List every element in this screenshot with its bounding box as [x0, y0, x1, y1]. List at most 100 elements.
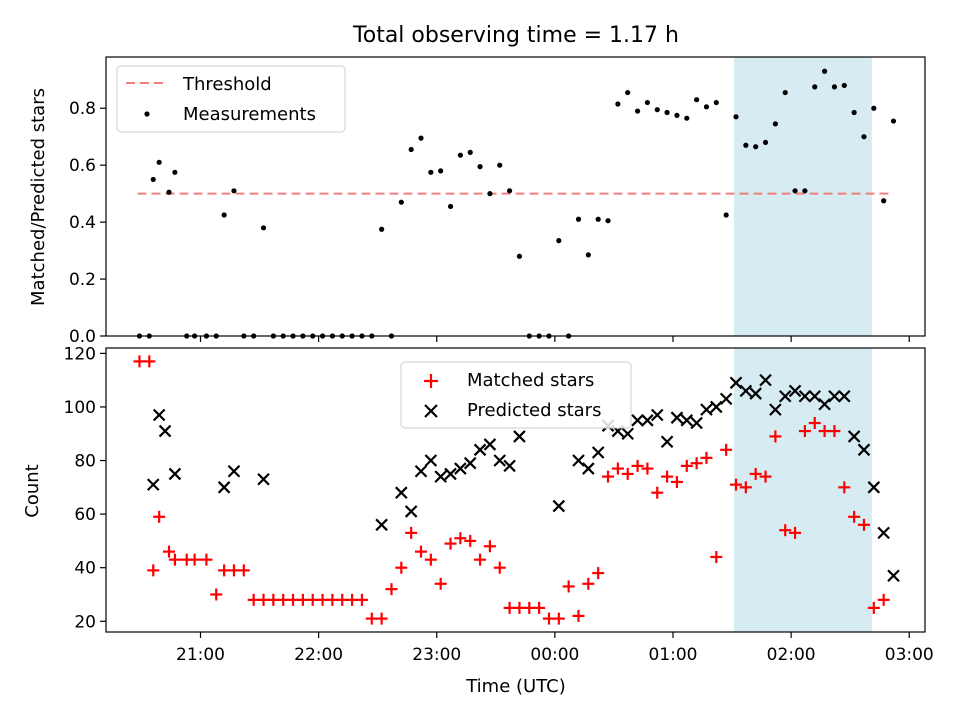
legend-predicted-label: Predicted stars: [467, 400, 601, 421]
predicted-star-point: [808, 389, 822, 403]
matched-star-point: [631, 459, 644, 472]
measurement-point: [595, 216, 601, 222]
predicted-star-point: [670, 411, 684, 424]
matched-star-point: [661, 470, 674, 483]
predicted-star-point: [788, 384, 802, 398]
measurement-point: [762, 139, 769, 146]
predicted-star-point: [739, 384, 753, 398]
predicted-star-point: [828, 389, 841, 403]
measurement-point: [694, 97, 700, 103]
matched-star-point: [641, 462, 654, 475]
predicted-star-point: [710, 400, 723, 414]
top-plot-frame: [105, 56, 926, 337]
measurement-point: [457, 152, 463, 158]
predicted-star-point: [375, 518, 388, 532]
matched-star-point: [867, 601, 880, 614]
predicted-star-point: [168, 467, 182, 481]
measurement-point: [556, 238, 562, 244]
matched-star-point: [552, 612, 565, 625]
matched-star-point: [533, 601, 546, 614]
measurement-point: [172, 169, 178, 175]
predicted-star-point: [719, 392, 733, 406]
predicted-star-point: [769, 403, 782, 416]
matched-star-point: [424, 553, 437, 566]
matched-star-point: [828, 425, 841, 438]
predicted-star-point: [483, 438, 497, 451]
matched-star-point: [611, 462, 624, 475]
measurement-point: [166, 189, 172, 195]
measurement-point: [674, 112, 680, 118]
measurement-point: [418, 135, 424, 141]
measurement-point: [487, 191, 493, 197]
predicted-star-point: [444, 467, 457, 481]
predicted-star-point: [631, 414, 644, 427]
predicted-star-point: [513, 430, 526, 443]
legend-predicted-swatch: [424, 404, 438, 418]
matched-star-point: [680, 459, 693, 472]
predicted-star-point: [582, 462, 595, 475]
matched-star-point: [798, 425, 811, 438]
top-highlight-span: [734, 57, 872, 336]
bottom-plot-frame: [105, 347, 926, 633]
measurement-point: [723, 212, 729, 218]
measurement-point: [467, 149, 473, 155]
bottom-y-tick-label: 20: [74, 612, 96, 632]
matched-star-point: [153, 510, 166, 523]
measurement-point: [733, 114, 739, 120]
measurement-point: [634, 108, 641, 114]
bottom-y-tick-label: 120: [64, 344, 96, 364]
matched-star-point: [395, 561, 408, 574]
predicted-star-point: [680, 414, 694, 427]
predicted-star-point: [493, 454, 507, 467]
predicted-star-point: [404, 505, 418, 518]
predicted-star-point: [729, 376, 743, 390]
matched-star-point: [474, 553, 487, 566]
bottom-y-axis-label: Count: [22, 464, 43, 517]
measurement-point: [753, 144, 759, 150]
predicted-star-point: [660, 435, 674, 449]
measurement-point: [605, 218, 611, 224]
matched-star-point: [838, 481, 851, 494]
bottom-panel: 20 40 60 80 100 120 21:00 22:00 23:00 00:00 01:00 0…: [22, 344, 934, 697]
matched-star-point: [808, 417, 821, 430]
legend-matched-label: Matched stars: [467, 370, 594, 391]
top-panel: 0.00.20.40.60.8 Matched/Predicted stars …: [28, 56, 926, 347]
measurement-point: [821, 68, 828, 74]
predicted-star-point: [503, 459, 516, 473]
matched-star-point: [720, 443, 733, 456]
matched-star-point: [779, 524, 792, 537]
measurement-point: [772, 121, 778, 127]
predicted-star-point: [227, 464, 241, 478]
measurement-point: [841, 82, 847, 89]
predicted-star-point: [887, 569, 900, 583]
matched-star-point: [385, 583, 398, 596]
measurement-point: [713, 99, 719, 106]
measurement-point: [890, 118, 897, 124]
matched-star-point: [434, 577, 447, 590]
predicted-star-point: [217, 481, 231, 494]
top-y-tick-label: 0.0: [69, 327, 96, 347]
measurement-point: [703, 104, 710, 110]
measurement-point: [408, 146, 414, 153]
predicted-star-point: [759, 373, 772, 387]
matched-star-point: [789, 526, 802, 539]
top-y-axis-label: Matched/Predicted stars: [28, 88, 49, 306]
matched-star-point: [749, 467, 762, 480]
legend-measurements-label: Measurements: [183, 104, 316, 125]
measurement-point: [398, 199, 404, 205]
measurement-point: [615, 101, 621, 107]
bottom-x-tick-label: 22:00: [294, 645, 343, 665]
matched-star-point: [188, 553, 201, 566]
predicted-star-point: [867, 481, 881, 494]
predicted-star-point: [857, 443, 871, 457]
matched-star-point: [739, 481, 752, 494]
predicted-star-point: [454, 462, 467, 475]
measurement-point: [221, 212, 227, 218]
matched-star-point: [493, 561, 506, 574]
predicted-star-point: [158, 424, 172, 438]
matched-star-point: [237, 564, 250, 577]
measurement-point: [812, 84, 818, 90]
matched-star-point: [464, 534, 477, 547]
legend-threshold-label: Threshold: [182, 74, 272, 95]
